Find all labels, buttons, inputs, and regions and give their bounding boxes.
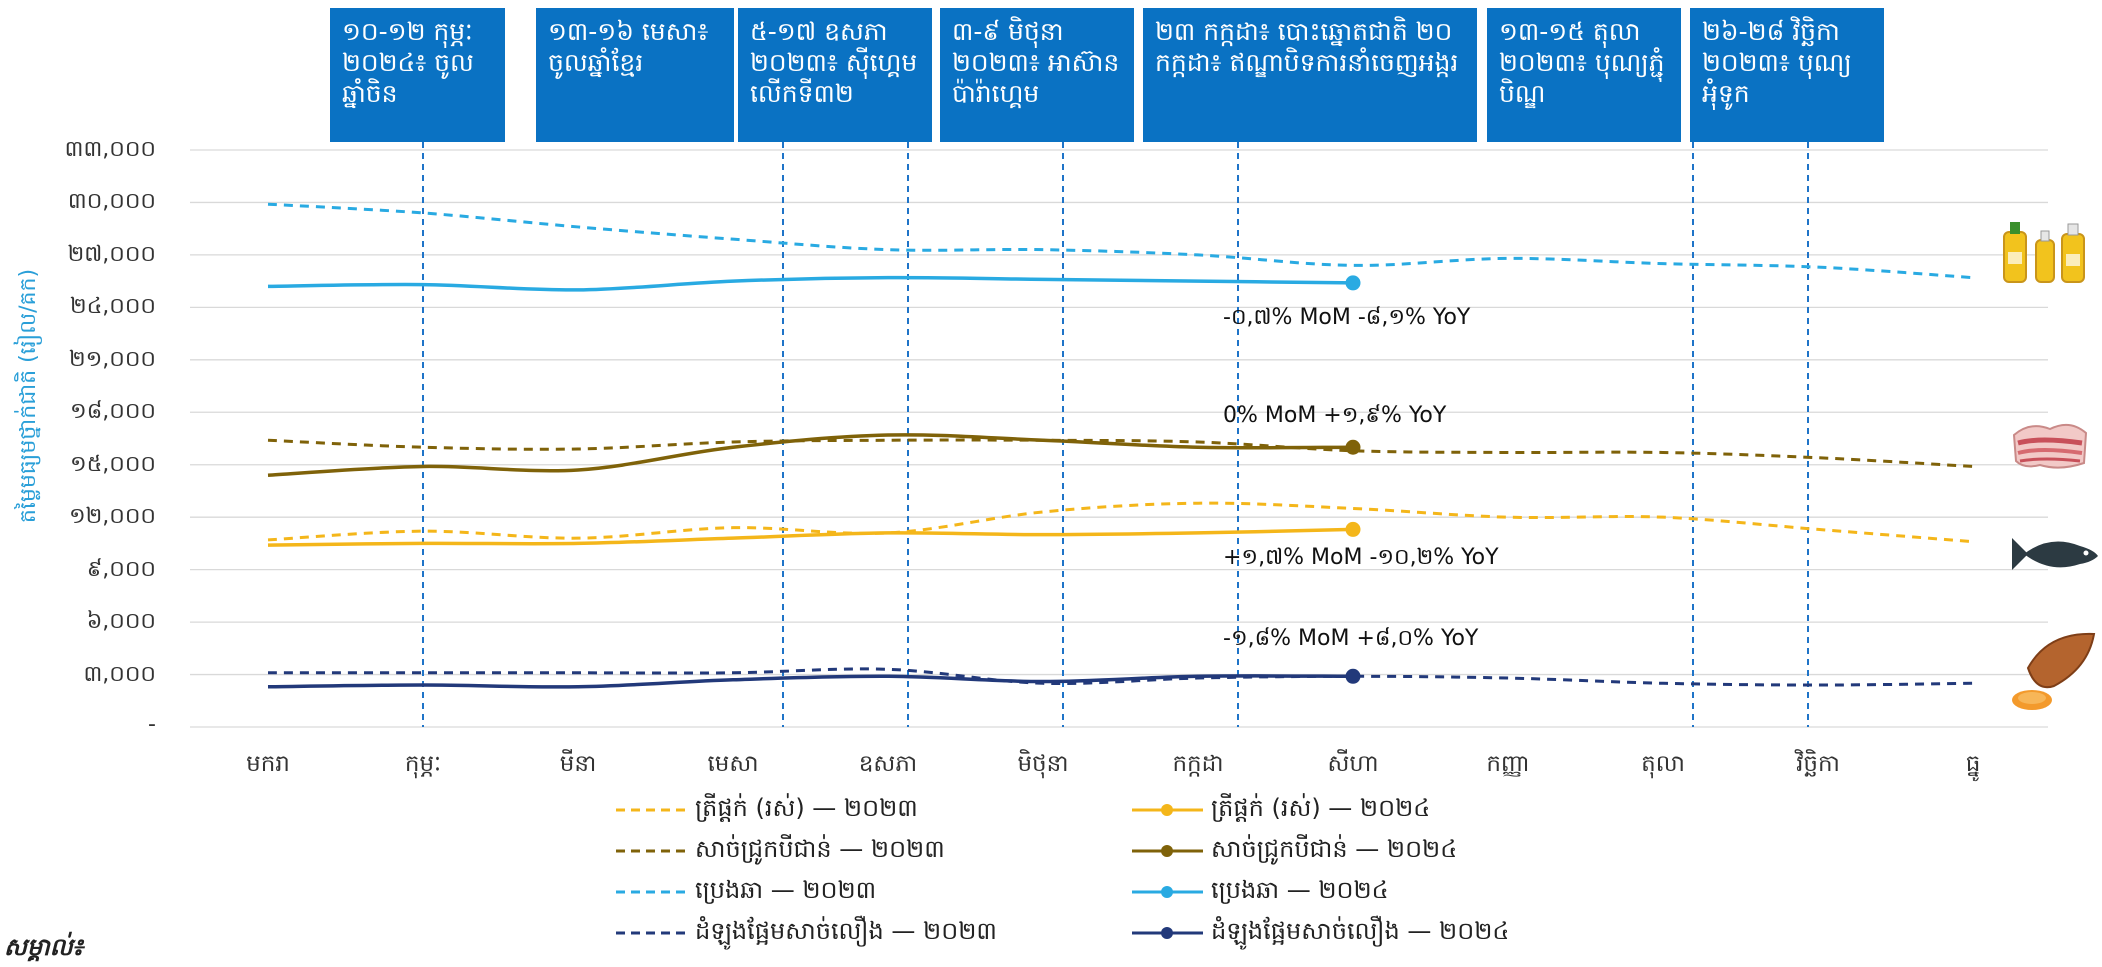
x-tick-label: កញ្ញា bbox=[1486, 751, 1530, 777]
series-end-marker bbox=[1345, 521, 1361, 537]
legend-label: ដំឡូងផ្អែមសាច់លឿង — ២០២៣ bbox=[695, 916, 997, 945]
x-tick-label: កក្កដា bbox=[1172, 751, 1224, 777]
x-tick-label: មករា bbox=[246, 751, 290, 777]
event-callout: ២៦-២៨ វិច្ឆិកា ២០២៣៖ បុណ្យអុំទូក bbox=[1690, 8, 1884, 142]
change-annotation: +១,៧% MoM -១០,២% YoY bbox=[1223, 545, 1499, 571]
change-annotation: -១,៨% MoM +៨,០% YoY bbox=[1223, 626, 1479, 652]
x-tick-label: សីហា bbox=[1327, 751, 1379, 777]
legend-label: ដំឡូងផ្អែមសាច់លឿង — ២០២៤ bbox=[1211, 916, 1510, 945]
series-line-7 bbox=[267, 674, 1354, 689]
legend-swatch bbox=[616, 849, 687, 853]
series-line-5 bbox=[267, 275, 1354, 292]
legend-item: ត្រីផ្តក់ (រស់) — ២០២៤ bbox=[1130, 792, 1430, 828]
event-callout: ៣-៩ មិថុនា ២០២៣៖ អាស៊ាន ប៉ារ៉ាហ្គេម bbox=[940, 8, 1134, 142]
legend-label: ប្រេងឆា — ២០២៣ bbox=[695, 875, 877, 904]
legend-label: សាច់ជ្រូកបីជាន់ — ២០២៤ bbox=[1211, 834, 1458, 863]
legend-item: ដំឡូងផ្អែមសាច់លឿង — ២០២៣ bbox=[614, 915, 997, 951]
y-tick-label: ១២,០០០ bbox=[68, 504, 156, 530]
pork-belly-icon bbox=[2012, 423, 2088, 469]
x-tick-label: មីនា bbox=[559, 751, 597, 777]
y-tick-label: ១៨,០០០ bbox=[70, 399, 156, 425]
series-end-marker bbox=[1345, 439, 1361, 455]
event-callout: ១៣-១៥ តុលា ២០២៣៖ បុណ្យភ្ជុំបិណ្ឌ bbox=[1487, 8, 1681, 142]
legend-label: ប្រេងឆា — ២០២៤ bbox=[1211, 875, 1389, 904]
legend-swatch bbox=[1132, 886, 1203, 898]
series-end-marker bbox=[1345, 275, 1361, 291]
event-callout: ២៣ កក្កដា៖ បោះឆ្នោតជាតិ ២០ កក្កដា៖ ឥណ្ឌា… bbox=[1143, 8, 1477, 142]
series-line-0 bbox=[267, 501, 1974, 544]
series-end-marker bbox=[1345, 668, 1361, 684]
x-tick-label: មេសា bbox=[707, 751, 759, 777]
legend-swatch bbox=[616, 808, 687, 812]
x-tick-label: ធ្នូ bbox=[1965, 751, 1981, 777]
series-line-4 bbox=[267, 202, 1974, 280]
x-tick-label: មិថុនា bbox=[1017, 751, 1069, 777]
legend-swatch bbox=[1132, 927, 1203, 939]
legend-label: ត្រីផ្តក់ (រស់) — ២០២៣ bbox=[695, 793, 918, 822]
event-callout: ១៣-១៦ មេសា៖ ចូលឆ្នាំខ្មែរ bbox=[536, 8, 734, 142]
y-tick-label: ២៧,០០០ bbox=[67, 241, 156, 267]
event-callout: ៥-១៧ ឧសភា ២០២៣៖ ស៊ីហ្គេម លើកទី៣២ bbox=[738, 8, 932, 142]
sweet-potato-icon bbox=[2012, 632, 2096, 710]
y-tick-label: ១៥,០០០ bbox=[70, 451, 156, 477]
note-label: សម្គាល់៖ bbox=[4, 933, 84, 961]
y-tick-label: ៣០,០០០ bbox=[67, 189, 156, 215]
legend-swatch bbox=[1132, 804, 1203, 816]
x-tick-label: តុលា bbox=[1641, 751, 1685, 777]
y-tick-label: ២៤,០០០ bbox=[70, 294, 156, 320]
legend-item: ត្រីផ្តក់ (រស់) — ២០២៣ bbox=[614, 792, 918, 828]
series-line-2 bbox=[267, 438, 1974, 468]
series-line-1 bbox=[267, 527, 1354, 547]
legend-label: ត្រីផ្តក់ (រស់) — ២០២៤ bbox=[1211, 793, 1431, 822]
legend-item: ដំឡូងផ្អែមសាច់លឿង — ២០២៤ bbox=[1130, 915, 1509, 951]
y-tick-label: - bbox=[148, 712, 156, 737]
legend-item: ប្រេងឆា — ២០២៣ bbox=[614, 874, 876, 910]
y-tick-label: ២១,០០០ bbox=[68, 346, 156, 372]
event-callout: ១០-១២ កុម្ភៈ ២០២៤៖ ចូលឆ្នាំចិន bbox=[330, 8, 505, 142]
fish-icon bbox=[2012, 538, 2098, 570]
legend-item: សាច់ជ្រូកបីជាន់ — ២០២៣ bbox=[614, 833, 945, 869]
series-line-6 bbox=[268, 667, 1974, 687]
y-tick-label: ៣៣,០០០ bbox=[64, 137, 156, 162]
legend-item: សាច់ជ្រូកបីជាន់ — ២០២៤ bbox=[1130, 833, 1457, 869]
x-tick-label: វិច្ឆិកា bbox=[1796, 751, 1840, 777]
y-tick-label: ៣,០០០ bbox=[83, 661, 156, 687]
legend-label: សាច់ជ្រូកបីជាន់ — ២០២៣ bbox=[695, 834, 945, 863]
y-tick-label: ៩,០០០ bbox=[86, 556, 156, 582]
change-annotation: -០,៧% MoM -៨,១% YoY bbox=[1223, 304, 1471, 330]
y-tick-label: ៦,០០០ bbox=[86, 609, 156, 635]
legend-item: ប្រេងឆា — ២០២៤ bbox=[1130, 874, 1389, 910]
legend-swatch bbox=[616, 890, 687, 894]
legend-swatch bbox=[616, 931, 687, 935]
series-line-3 bbox=[267, 433, 1354, 477]
change-annotation: 0% MoM +១,៩% YoY bbox=[1223, 403, 1447, 429]
cooking-oil-bottles-icon bbox=[2003, 222, 2085, 283]
x-tick-label: កុម្ភៈ bbox=[404, 751, 442, 777]
y-axis-label: តម្លៃមធ្យមថ្នាក់ជាតិ (រៀល/គក) bbox=[16, 268, 41, 524]
legend-swatch bbox=[1132, 845, 1203, 857]
x-tick-label: ឧសភា bbox=[858, 751, 918, 777]
